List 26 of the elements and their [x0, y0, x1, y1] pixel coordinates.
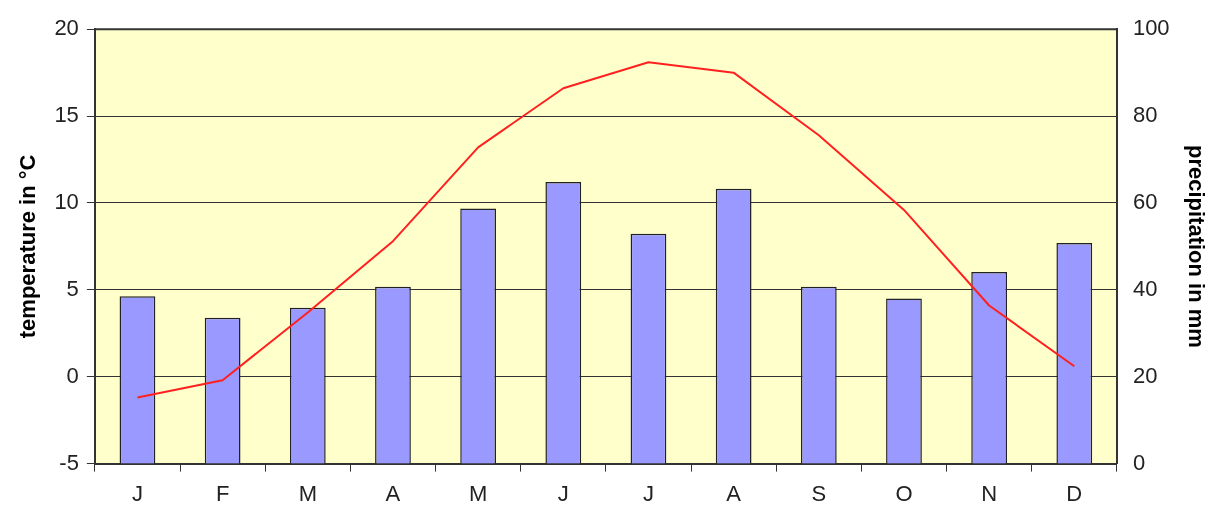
x-tick-label: O — [895, 480, 913, 506]
x-tick-label: J — [642, 480, 654, 506]
y-tick-label: 20 — [54, 15, 79, 41]
y-tick-label: 10 — [54, 189, 79, 215]
x-tick-label: D — [1066, 480, 1083, 506]
y2-tick-label: 60 — [1132, 189, 1158, 215]
x-tick-label: M — [298, 480, 317, 506]
x-tick-label: J — [131, 480, 143, 506]
y2-axis-title: precipitation in mm — [1183, 144, 1209, 348]
x-tick-label: A — [726, 480, 742, 506]
x-tick-label: F — [215, 480, 230, 506]
x-tick-label: M — [468, 480, 488, 506]
y-tick-label: 15 — [54, 102, 79, 128]
y2-tick-label: 0 — [1132, 449, 1146, 475]
x-tick-label: A — [385, 480, 401, 506]
y-axis-title: temperature in °C — [15, 154, 41, 339]
x-tick-label: S — [811, 480, 827, 506]
y-tick-label: 5 — [66, 275, 79, 301]
y2-tick-label: 40 — [1132, 275, 1158, 301]
y-tick-label: -5 — [59, 449, 79, 475]
y2-tick-label: 80 — [1132, 102, 1158, 128]
x-tick-label: N — [981, 480, 998, 506]
y2-tick-label: 20 — [1132, 362, 1158, 388]
y-tick-label: 0 — [66, 362, 79, 388]
y2-tick-label: 100 — [1132, 15, 1170, 41]
x-tick-label: J — [557, 480, 569, 506]
